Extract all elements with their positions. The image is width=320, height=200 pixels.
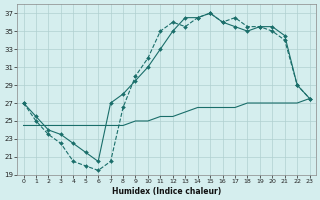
X-axis label: Humidex (Indice chaleur): Humidex (Indice chaleur): [112, 187, 221, 196]
